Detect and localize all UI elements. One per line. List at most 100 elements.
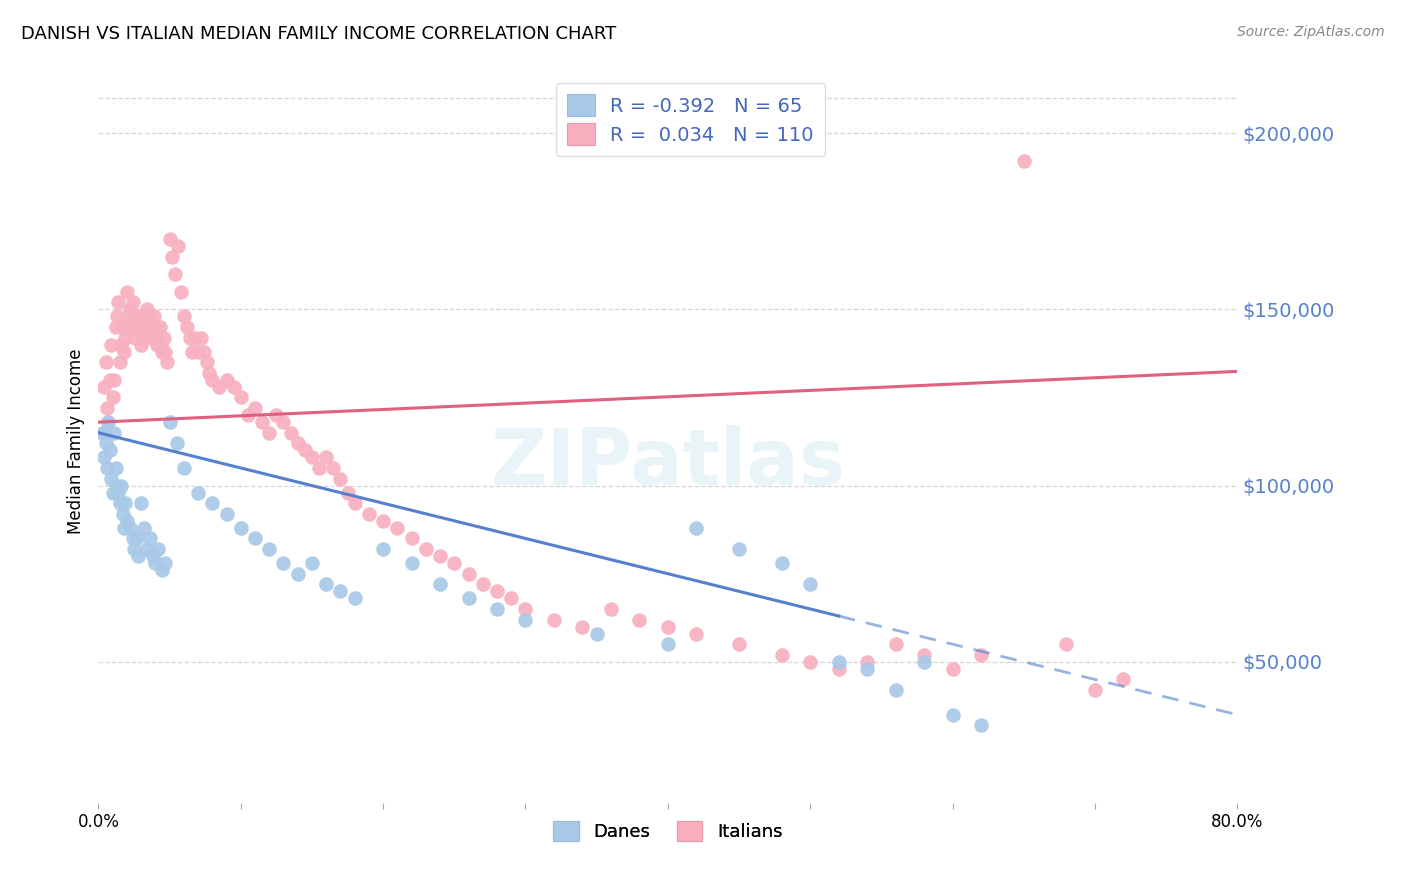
Text: DANISH VS ITALIAN MEDIAN FAMILY INCOME CORRELATION CHART: DANISH VS ITALIAN MEDIAN FAMILY INCOME C… [21, 25, 616, 43]
Point [153, 330, 176, 344]
Point [301, 450, 323, 465]
Point [243, 401, 266, 415]
Point [94, 436, 117, 450]
Point [115, 285, 138, 299]
Text: ZIPatlas: ZIPatlas [491, 425, 845, 501]
Point [187, 485, 209, 500]
Point [322, 461, 344, 475]
Point [585, 626, 607, 640]
Point [124, 330, 146, 344]
Point [215, 507, 238, 521]
Point [170, 285, 193, 299]
Point [155, 556, 177, 570]
Point [122, 542, 145, 557]
Point [91, 425, 114, 440]
Point [155, 344, 177, 359]
Point [96, 401, 118, 415]
Text: Source: ZipAtlas.com: Source: ZipAtlas.com [1237, 25, 1385, 39]
Point [120, 320, 142, 334]
Point [457, 566, 479, 581]
Point [250, 415, 273, 429]
Point [114, 330, 136, 344]
Point [97, 415, 120, 429]
Point [118, 302, 141, 317]
Point [942, 707, 965, 722]
Point [100, 471, 122, 485]
Point [187, 344, 209, 359]
Point [103, 373, 125, 387]
Point [105, 478, 128, 492]
Point [101, 485, 124, 500]
Point [828, 662, 851, 676]
Point [357, 507, 380, 521]
Point [114, 496, 136, 510]
Point [181, 344, 204, 359]
Point [125, 532, 148, 546]
Point [828, 655, 851, 669]
Point [685, 521, 707, 535]
Point [1084, 683, 1107, 698]
Point [799, 655, 821, 669]
Point [728, 637, 751, 651]
Point [600, 602, 623, 616]
Point [152, 563, 174, 577]
Point [198, 366, 221, 380]
Point [135, 542, 157, 557]
Point [190, 330, 212, 344]
Point [208, 380, 231, 394]
Point [100, 337, 122, 351]
Point [912, 655, 935, 669]
Point [884, 683, 907, 698]
Point [243, 532, 266, 546]
Point [429, 549, 451, 563]
Point [229, 521, 252, 535]
Point [98, 373, 121, 387]
Point [112, 521, 135, 535]
Point [104, 320, 127, 334]
Point [125, 320, 148, 334]
Point [856, 655, 879, 669]
Point [159, 232, 181, 246]
Point [501, 591, 523, 606]
Point [142, 310, 165, 324]
Point [107, 295, 129, 310]
Point [315, 450, 337, 465]
Point [138, 532, 160, 546]
Point [97, 415, 120, 429]
Point [229, 391, 252, 405]
Point [167, 239, 190, 253]
Point [970, 648, 993, 662]
Point [799, 577, 821, 591]
Point [308, 461, 330, 475]
Point [107, 485, 129, 500]
Point [105, 310, 128, 324]
Point [912, 648, 935, 662]
Point [259, 542, 281, 557]
Point [173, 310, 195, 324]
Point [91, 425, 114, 440]
Point [486, 584, 509, 599]
Point [96, 461, 118, 475]
Point [471, 577, 494, 591]
Point [145, 556, 167, 570]
Point [134, 310, 156, 324]
Point [121, 295, 143, 310]
Point [121, 532, 143, 546]
Point [343, 496, 366, 510]
Point [93, 380, 115, 394]
Point [201, 496, 224, 510]
Point [970, 718, 993, 732]
Point [201, 373, 224, 387]
Point [115, 514, 138, 528]
Point [110, 337, 132, 351]
Point [184, 330, 207, 344]
Point [401, 556, 423, 570]
Point [148, 542, 170, 557]
Point [141, 320, 163, 334]
Point [294, 443, 316, 458]
Point [127, 549, 149, 563]
Point [1112, 673, 1135, 687]
Point [657, 619, 679, 633]
Point [173, 461, 195, 475]
Point [942, 662, 965, 676]
